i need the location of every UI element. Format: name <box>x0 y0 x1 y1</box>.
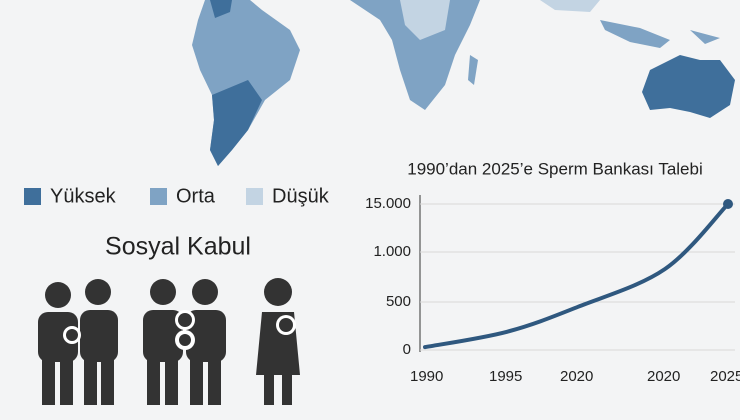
line-series <box>423 202 730 350</box>
x-tick-label: 2020 <box>647 368 680 385</box>
north-sa <box>210 0 232 18</box>
legend-label: Orta <box>176 185 216 207</box>
y-tick-label: 0 <box>403 341 411 358</box>
asia <box>540 0 600 12</box>
south-america-south <box>210 80 262 166</box>
legend-label: Düşük <box>272 185 330 207</box>
x-tick-label: 2025 <box>710 368 740 385</box>
section-title: Sosyal Kabul <box>105 233 251 261</box>
y-tick-label: 1.000 <box>373 243 411 260</box>
legend-swatch <box>24 188 41 205</box>
legend: Yüksek Orta Düşük <box>24 185 330 207</box>
legend-label: Yüksek <box>50 185 117 207</box>
people-icons <box>38 278 300 405</box>
legend-swatch <box>246 188 263 205</box>
y-tick-label: 15.000 <box>365 195 411 212</box>
indonesia <box>600 20 670 48</box>
line-chart: 0 500 1.000 15.000 1990 1995 2020 2020 2025 <box>365 195 740 385</box>
africa-north <box>400 0 450 40</box>
africa <box>350 0 480 110</box>
end-point <box>723 199 733 209</box>
papua <box>690 30 720 44</box>
madagascar <box>468 55 478 85</box>
australia <box>642 55 735 118</box>
world-map <box>192 0 735 166</box>
x-tick-label: 2020 <box>560 368 593 385</box>
x-tick-label: 1995 <box>489 368 522 385</box>
x-tick-label: 1990 <box>410 368 443 385</box>
y-tick-label: 500 <box>386 293 411 310</box>
legend-swatch <box>150 188 167 205</box>
chart-title: 1990’dan 2025’e Sperm Bankası Talebi <box>407 159 703 178</box>
